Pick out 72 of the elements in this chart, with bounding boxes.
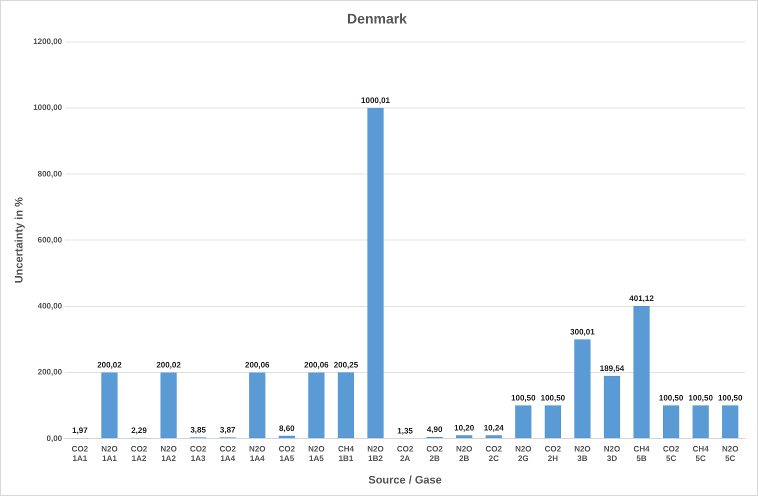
x-tick-label: CO2 5C xyxy=(662,444,680,464)
data-label: 10,24 xyxy=(484,423,504,432)
data-label: 200,25 xyxy=(334,360,359,370)
y-tick-label: 1200,00 xyxy=(33,37,63,46)
bar xyxy=(160,372,177,438)
data-label: 100,50 xyxy=(511,394,536,403)
y-tick-label: 800,00 xyxy=(38,169,63,178)
bar xyxy=(101,372,118,438)
data-label: 4,90 xyxy=(426,425,443,434)
data-label: 1,97 xyxy=(72,426,88,436)
data-label: 100,50 xyxy=(658,394,684,403)
bar xyxy=(722,405,738,438)
data-label: 200,06 xyxy=(245,360,270,370)
data-label: 200,06 xyxy=(304,360,330,370)
x-tick-label: CO2 2H xyxy=(544,444,562,464)
data-label: 3,85 xyxy=(190,426,206,435)
bar xyxy=(456,435,472,438)
x-tick-label: CH4 1B1 xyxy=(338,444,354,464)
x-tick-label: CO2 1A2 xyxy=(130,444,148,464)
data-label: 300,01 xyxy=(570,328,596,337)
y-tick-label: 0,00 xyxy=(46,434,63,443)
x-tick-label: N2O 1B2 xyxy=(367,444,384,464)
x-tick-label: N2O 1A1 xyxy=(101,444,118,464)
x-tick-label: CO2 2C xyxy=(486,444,503,464)
bar xyxy=(604,376,620,438)
x-tick-label: N2O 1A4 xyxy=(249,444,266,464)
bar xyxy=(515,405,532,438)
x-tick-label: N2O 1A5 xyxy=(308,444,325,464)
y-tick-label: 1000,00 xyxy=(33,103,63,112)
data-label: 100,50 xyxy=(540,394,566,403)
bar xyxy=(692,405,709,438)
data-label: 2,29 xyxy=(131,426,148,436)
y-tick-label: 600,00 xyxy=(38,235,63,244)
bar xyxy=(367,108,384,438)
chart-title: Denmark xyxy=(347,10,408,26)
data-label: 1000,01 xyxy=(361,96,391,106)
data-label: 200,02 xyxy=(156,360,182,370)
x-tick-label: CH4 5C xyxy=(692,444,710,464)
x-tick-label: N2O 2G xyxy=(515,444,532,464)
x-tick-label: N2O 3B xyxy=(574,444,591,464)
x-tick-label: N2O 5C xyxy=(722,444,738,464)
bar xyxy=(338,372,354,438)
y-tick-label: 200,00 xyxy=(38,368,63,377)
y-axis-title: Uncertainty in % xyxy=(14,196,26,284)
x-axis-title: Source / Gase xyxy=(368,474,442,486)
data-label: 8,60 xyxy=(279,424,296,433)
bar xyxy=(486,435,502,438)
bar xyxy=(544,405,561,438)
x-tick-label: CO2 1A4 xyxy=(219,444,236,464)
x-tick-label: CO2 2B xyxy=(426,444,444,464)
x-tick-label: CO2 2A xyxy=(396,444,414,464)
x-tick-label: N2O 2B xyxy=(456,444,472,464)
data-label: 10,20 xyxy=(454,423,475,432)
bar xyxy=(633,306,650,438)
data-label: 189,54 xyxy=(600,364,625,374)
data-label: 1,35 xyxy=(397,426,414,436)
data-label: 100,50 xyxy=(718,394,744,403)
bar xyxy=(574,339,591,438)
x-tick-label: CO2 1A1 xyxy=(72,444,89,464)
x-tick-label: CH4 5B xyxy=(634,444,650,464)
x-tick-label: CO2 1A5 xyxy=(278,444,296,464)
x-tick-label: N2O 3D xyxy=(604,444,620,464)
data-label: 200,02 xyxy=(97,360,122,370)
bar xyxy=(662,405,680,438)
data-label: 401,12 xyxy=(629,294,654,304)
bar xyxy=(249,372,266,438)
x-tick-label: CO2 1A3 xyxy=(190,444,207,464)
bar xyxy=(308,372,325,438)
y-tick-label: 400,00 xyxy=(38,302,63,311)
data-label: 3,87 xyxy=(220,426,236,435)
x-tick-label: N2O 1A2 xyxy=(160,444,177,464)
data-label: 100,50 xyxy=(688,394,714,403)
